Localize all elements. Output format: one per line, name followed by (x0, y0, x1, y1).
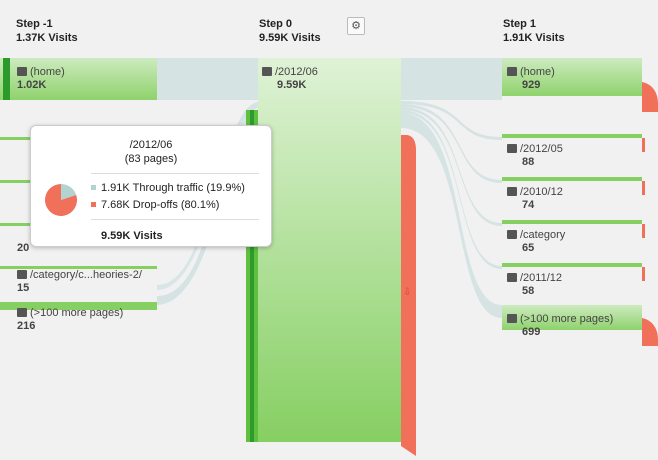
page-icon (17, 308, 27, 317)
node-label: /category (520, 229, 566, 241)
node-label: (home) (520, 66, 555, 78)
page-icon (507, 187, 517, 196)
node-step-minus1-more[interactable]: (>100 more pages) 216 (17, 307, 123, 333)
column-visits: 9.59K Visits (259, 32, 321, 44)
bar-step1-home (502, 58, 642, 96)
column-header-step-minus1: Step -1 1.37K Visits (16, 17, 78, 45)
node-label: (>100 more pages) (30, 307, 124, 319)
tooltip-dropoffs: 7.68K Drop-offs (80.1%) (101, 199, 220, 211)
tooltip-title: /2012/06 (83 pages) (31, 138, 271, 166)
page-icon (17, 270, 27, 279)
column-title: Step -1 (16, 18, 53, 30)
page-icon (507, 67, 517, 76)
page-icon (507, 314, 517, 323)
column-title: Step 0 (259, 18, 293, 30)
node-value: 9.59K (277, 79, 307, 91)
bar-step-minus1-home (0, 58, 157, 100)
column-title: Step 1 (503, 18, 537, 30)
node-value: 15 (17, 282, 30, 294)
tooltip-through: 1.91K Through traffic (19.9%) (101, 182, 245, 194)
column-header-step1: Step 1 1.91K Visits (503, 17, 565, 45)
page-icon (507, 230, 517, 239)
node-step-minus1-home[interactable]: (home) 1.02K (17, 66, 65, 92)
node-step1-2012-05[interactable]: /2012/05 88 (507, 143, 563, 169)
tooltip-through-row: 1.91K Through traffic (19.9%) (91, 182, 245, 194)
bar-left-dark (3, 58, 10, 100)
node-value: 699 (522, 326, 541, 338)
bar-step0-main (258, 58, 401, 442)
tooltip-pages-count: (83 pages) (124, 153, 178, 165)
dropoff-bar (401, 135, 416, 456)
flow-to-home (401, 58, 502, 100)
flow-home-to-2012-06 (157, 58, 258, 100)
node-label: /2010/12 (520, 186, 563, 198)
node-step1-category[interactable]: /category 65 (507, 229, 565, 255)
node-step1-home[interactable]: (home) 929 (507, 66, 555, 92)
node-label: (home) (30, 66, 65, 78)
through-swatch (91, 185, 96, 190)
flow-to-more (401, 113, 502, 318)
node-value: 929 (522, 79, 541, 91)
column-visits: 1.91K Visits (503, 32, 565, 44)
column-header-step0: Step 0 9.59K Visits (259, 17, 321, 45)
node-value: 65 (522, 242, 535, 254)
node-tooltip: /2012/06 (83 pages) 1.91K Through traffi… (30, 125, 272, 247)
node-step1-2010-12[interactable]: /2010/12 74 (507, 186, 563, 212)
node-label: /2011/12 (520, 272, 563, 284)
bar-step-minus1-more (0, 302, 157, 310)
node-label: /2012/06 (275, 66, 318, 78)
node-value: 1.02K (17, 79, 47, 91)
bar-step1-more (502, 305, 642, 330)
pie-slice-dropoffs (45, 184, 77, 216)
page-icon (507, 273, 517, 282)
node-label: (>100 more pages) (520, 313, 614, 325)
node-step1-more[interactable]: (>100 more pages) 699 (507, 313, 613, 339)
gear-icon[interactable]: ⚙ (347, 17, 365, 35)
node-step-minus1-category[interactable]: /category/c...heories-2/ 15 (17, 269, 142, 295)
tooltip-pie-chart (45, 184, 77, 216)
column-visits: 1.37K Visits (16, 32, 78, 44)
pie-slice-through (61, 184, 77, 200)
tooltip-divider (91, 219, 259, 220)
node-label: /2012/05 (520, 143, 563, 155)
node-value: 74 (522, 199, 535, 211)
node-value: 216 (17, 320, 36, 332)
node-value: 88 (522, 156, 535, 168)
tooltip-divider (91, 173, 259, 174)
node-step-minus1-item[interactable]: 20 (17, 242, 29, 255)
page-icon (507, 144, 517, 153)
tooltip-total: 9.59K Visits (101, 230, 163, 242)
dropoff-swatch (91, 202, 96, 207)
node-value: 58 (522, 285, 535, 297)
node-value: 20 (17, 242, 30, 254)
node-step1-2011-12[interactable]: /2011/12 58 (507, 272, 562, 298)
page-icon (17, 67, 27, 76)
node-label: /category/c...heories-2/ (30, 269, 142, 281)
page-icon (262, 67, 272, 76)
node-step0-2012-06[interactable]: /2012/06 9.59K (262, 66, 318, 92)
dropoff-arrow-icon[interactable]: ⇩ (403, 287, 412, 298)
tooltip-page: /2012/06 (129, 139, 173, 151)
tooltip-dropoff-row: 7.68K Drop-offs (80.1%) (91, 199, 219, 211)
